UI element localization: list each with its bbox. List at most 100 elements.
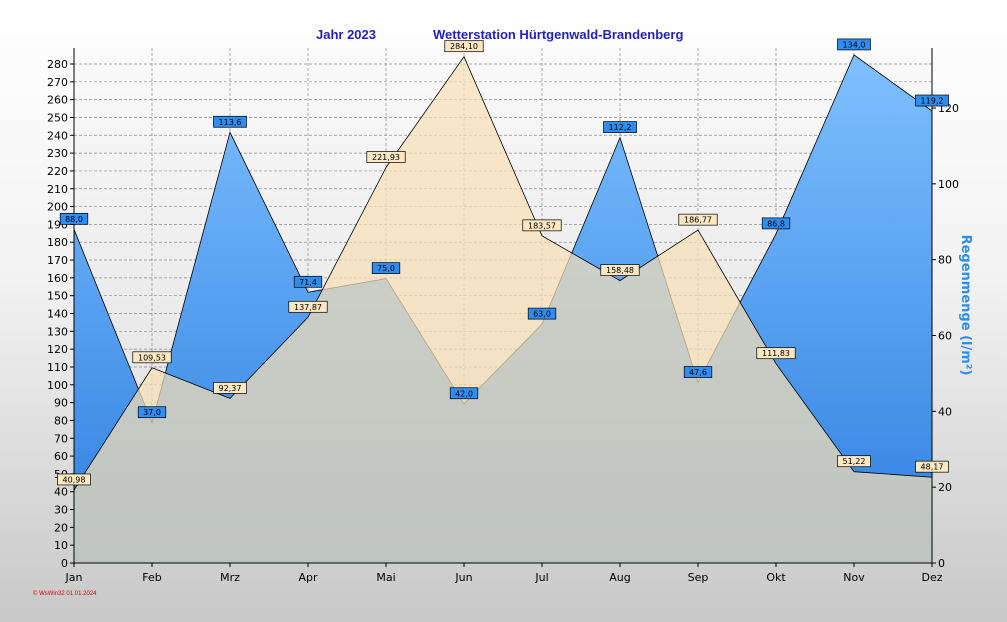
right-data-label-box-1 — [137, 406, 167, 419]
right-data-label-text-6: 63,0 — [533, 310, 551, 319]
y-left-tick-label-4: 40 — [54, 486, 68, 499]
right-data-label-box-9 — [761, 217, 791, 230]
series-areas — [73, 54, 933, 564]
left-data-label-text-6: 183,57 — [528, 221, 556, 230]
data-labels: 88,0 37,0 113,6 71,4 75,0 42,0 63,0 112,2 47,6 86… — [57, 38, 949, 486]
right-data-label-9: 86,8 — [761, 217, 791, 230]
left-data-label-text-7: 158,48 — [606, 266, 634, 275]
right-data-label-box-7 — [603, 121, 637, 133]
y-left-tick-label-11: 110 — [47, 361, 68, 374]
right-data-label-box-11 — [915, 94, 949, 107]
x-tick-label-9: Okt — [766, 571, 786, 584]
y-right-tick-label-0: 0 — [938, 557, 945, 570]
right-data-label-11: 119,2 — [915, 94, 949, 107]
right-data-label-1: 37,0 — [137, 406, 167, 419]
x-tick-label-3: Apr — [298, 571, 318, 584]
y-right-tick-label-4: 80 — [938, 254, 952, 267]
left-data-label-text-0: 40,98 — [63, 475, 86, 484]
left-data-label-box-7 — [600, 264, 640, 276]
left-data-label-9: 111,83 — [756, 347, 796, 360]
right-data-label-10: 134,0 — [837, 38, 871, 51]
x-tick-label-1: Feb — [142, 571, 161, 584]
x-tick-label-2: Mrz — [220, 571, 240, 584]
x-tick-label-6: Jul — [534, 571, 548, 584]
series-area-left — [73, 55, 933, 564]
left-data-label-0: 40,98 — [57, 473, 91, 486]
y-right-tick-label-1: 20 — [938, 481, 952, 494]
right-data-label-4: 75,0 — [371, 262, 401, 274]
left-data-label-text-8: 186,77 — [684, 216, 712, 225]
left-data-label-3: 137,87 — [288, 300, 328, 313]
y-left-tick-label-27: 270 — [47, 76, 68, 89]
right-data-label-text-5: 42,0 — [455, 389, 473, 398]
y-left-tick-label-10: 100 — [47, 379, 68, 392]
right-data-label-box-8 — [683, 366, 713, 378]
right-data-label-box-6 — [527, 307, 557, 320]
y-left-tick-label-28: 280 — [47, 58, 68, 71]
left-data-label-box-4 — [366, 151, 406, 163]
y-right-tick-label-3: 60 — [938, 330, 952, 343]
y-left-tick-label-18: 180 — [47, 236, 68, 249]
y-left-tick-label-0: 0 — [61, 557, 68, 570]
right-data-label-box-4 — [371, 262, 401, 274]
right-data-label-box-2 — [213, 115, 247, 128]
right-data-label-text-4: 75,0 — [377, 264, 395, 273]
left-data-label-text-9: 111,83 — [762, 349, 790, 358]
left-data-label-text-1: 109,53 — [138, 353, 166, 362]
y-left-tick-label-22: 220 — [47, 165, 68, 178]
left-data-label-box-0 — [57, 473, 91, 486]
right-data-label-text-9: 86,8 — [767, 219, 785, 228]
y-left-tick-label-8: 80 — [54, 414, 68, 427]
y-left-tick-label-9: 90 — [54, 397, 68, 410]
left-data-label-text-10: 51,22 — [843, 457, 866, 466]
left-data-label-10: 51,22 — [837, 455, 871, 468]
y-left-tick-label-20: 200 — [47, 201, 68, 214]
right-data-label-text-11: 119,2 — [921, 97, 944, 106]
right-data-label-0: 88,0 — [59, 212, 89, 225]
right-data-label-2: 113,6 — [213, 115, 247, 128]
right-data-label-8: 47,6 — [683, 366, 713, 378]
y-left-tick-label-15: 150 — [47, 290, 68, 303]
x-tick-label-5: Jun — [454, 571, 472, 584]
y-left-tick-label-7: 70 — [54, 432, 68, 445]
left-data-label-box-2 — [213, 382, 247, 394]
left-data-label-box-5 — [444, 40, 484, 53]
y-left-tick-label-16: 160 — [47, 272, 68, 285]
left-data-label-text-11: 48,17 — [921, 463, 944, 472]
right-data-label-text-2: 113,6 — [219, 118, 242, 127]
y-axis-label-right: Regenmenge (l/m²) — [958, 235, 973, 376]
right-data-label-text-1: 37,0 — [143, 408, 161, 417]
y-left-tick-label-21: 210 — [47, 183, 68, 196]
left-data-label-box-9 — [756, 347, 796, 360]
right-data-label-text-10: 134,0 — [843, 40, 866, 49]
left-data-label-text-2: 92,37 — [219, 384, 242, 393]
left-data-label-5: 284,10 — [444, 40, 484, 53]
left-data-label-box-11 — [915, 460, 949, 473]
x-tick-label-11: Dez — [921, 571, 942, 584]
y-left-tick-label-24: 240 — [47, 129, 68, 142]
left-data-label-box-8 — [678, 213, 718, 226]
left-data-label-text-5: 284,10 — [450, 42, 478, 51]
y-left-tick-label-2: 20 — [54, 521, 68, 534]
y-left-tick-label-23: 230 — [47, 147, 68, 160]
y-left-tick-label-6: 60 — [54, 450, 68, 463]
right-data-label-6: 63,0 — [527, 307, 557, 320]
left-data-label-box-6 — [522, 219, 562, 232]
left-data-label-8: 186,77 — [678, 213, 718, 226]
right-data-label-text-3: 71,4 — [299, 278, 317, 287]
y-left-tick-label-14: 140 — [47, 308, 68, 321]
right-data-label-text-7: 112,2 — [609, 123, 632, 132]
x-tick-label-4: Mai — [376, 571, 395, 584]
left-data-label-box-1 — [132, 351, 172, 364]
y-left-tick-label-12: 120 — [47, 343, 68, 356]
chart-title-right: Wetterstation Hürtgenwald-Brandenberg — [433, 27, 683, 42]
y-right-tick-label-2: 40 — [938, 405, 952, 418]
left-data-label-text-3: 137,87 — [294, 303, 322, 312]
tick-labels: 0102030405060708090100110120130140150160… — [47, 58, 959, 584]
left-data-label-4: 221,93 — [366, 151, 406, 163]
left-data-label-6: 183,57 — [522, 219, 562, 232]
chart-title-left: Jahr 2023 — [316, 27, 376, 42]
right-data-label-text-8: 47,6 — [689, 368, 707, 377]
x-tick-label-8: Sep — [688, 571, 709, 584]
